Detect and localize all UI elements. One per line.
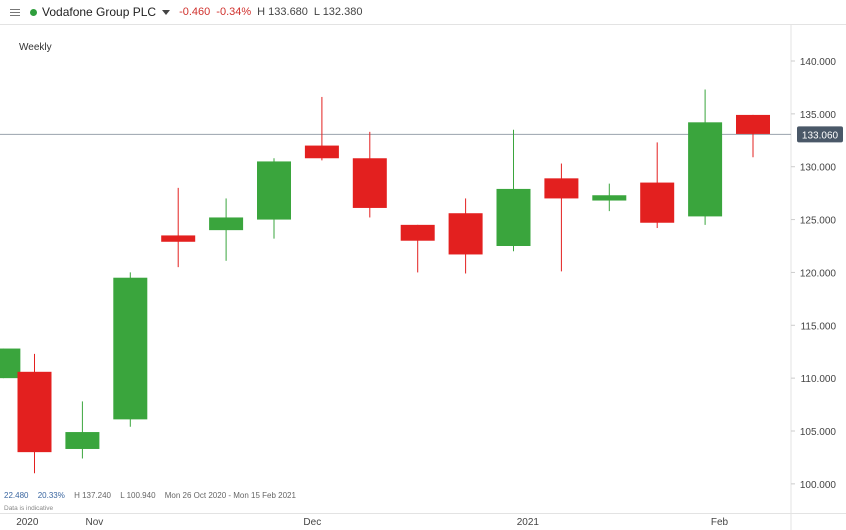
chevron-down-icon[interactable]	[162, 9, 171, 15]
indicative-note: Data is indicative	[4, 505, 54, 512]
candle	[17, 353, 52, 474]
y-tick-label: 115.000	[801, 321, 837, 332]
candle	[209, 198, 244, 261]
stat-high: H 137.240	[74, 491, 111, 500]
stat-date-range: Mon 26 Oct 2020 - Mon 15 Feb 2021	[164, 491, 296, 500]
y-tick-label: 140.000	[800, 57, 837, 68]
stat-low: L 100.940	[120, 491, 156, 500]
candle	[257, 158, 291, 239]
chart-area[interactable]: 140.000 135.000 130.000 125.000 120.000 115.0…	[0, 25, 846, 530]
candle	[736, 114, 770, 158]
candle-body	[65, 432, 100, 449]
candle	[352, 131, 387, 218]
candle-body	[304, 145, 339, 159]
instrument-name[interactable]: Vodafone Group PLC	[42, 5, 157, 19]
y-tick-label: 105.000	[800, 427, 837, 438]
candle	[113, 272, 148, 427]
candle	[65, 401, 100, 459]
candle	[400, 224, 435, 273]
candle	[448, 198, 483, 274]
candle-body	[17, 371, 52, 453]
y-tick-label: 135.000	[800, 110, 837, 121]
x-tick-label: Dec	[303, 517, 321, 528]
candle-body	[448, 213, 483, 255]
price-change-percent: -0.34%	[216, 6, 252, 18]
candle-body	[688, 122, 723, 217]
candle	[688, 89, 723, 225]
current-price-label: 133.060	[802, 130, 839, 141]
y-tick-label: 110.000	[801, 374, 837, 385]
candle-body	[113, 277, 148, 420]
stat-value: 22.480	[4, 491, 29, 500]
x-tick-label: 2021	[517, 517, 540, 528]
candle-body	[257, 161, 291, 220]
day-low: L 132.380	[313, 6, 363, 18]
y-tick-label: 130.000	[800, 163, 837, 174]
price-change: -0.460	[179, 6, 211, 18]
candle-body	[592, 195, 627, 201]
y-tick-label: 100.000	[800, 480, 837, 491]
candle-body	[352, 158, 387, 208]
candle-body	[496, 188, 531, 246]
candle	[496, 129, 531, 252]
candlestick-chart[interactable]: 140.000 135.000 130.000 125.000 120.000 115.0…	[0, 25, 846, 530]
y-tick-label: 120.000	[800, 268, 837, 279]
x-tick-label: Nov	[85, 517, 103, 528]
candle-body	[161, 235, 196, 242]
y-tick-label: 125.000	[800, 216, 837, 227]
candle	[304, 96, 339, 161]
candle-body	[0, 348, 21, 379]
candle	[640, 142, 675, 229]
x-tick-label: 2020	[16, 517, 39, 528]
menu-icon[interactable]	[10, 8, 20, 17]
x-tick-label: Feb	[711, 517, 729, 528]
current-price-tag	[797, 126, 843, 143]
stats-bar: 22.480 20.33% H 137.240 L 100.940 Mon 26…	[4, 491, 303, 500]
candle	[161, 187, 196, 268]
instrument-header: Vodafone Group PLC -0.460 -0.34% H 133.6…	[0, 0, 846, 25]
candle	[544, 163, 579, 272]
timeframe-label: Weekly	[19, 42, 52, 53]
candle	[592, 183, 627, 212]
candle-body	[640, 182, 675, 223]
candle-body	[544, 178, 579, 199]
candle	[0, 348, 21, 379]
candle-body	[736, 114, 770, 134]
market-status-dot-icon	[30, 8, 37, 16]
candle-body	[209, 217, 244, 231]
stat-percent: 20.33%	[37, 491, 65, 500]
day-high: H 133.680	[257, 6, 308, 18]
candle-body	[400, 224, 435, 241]
